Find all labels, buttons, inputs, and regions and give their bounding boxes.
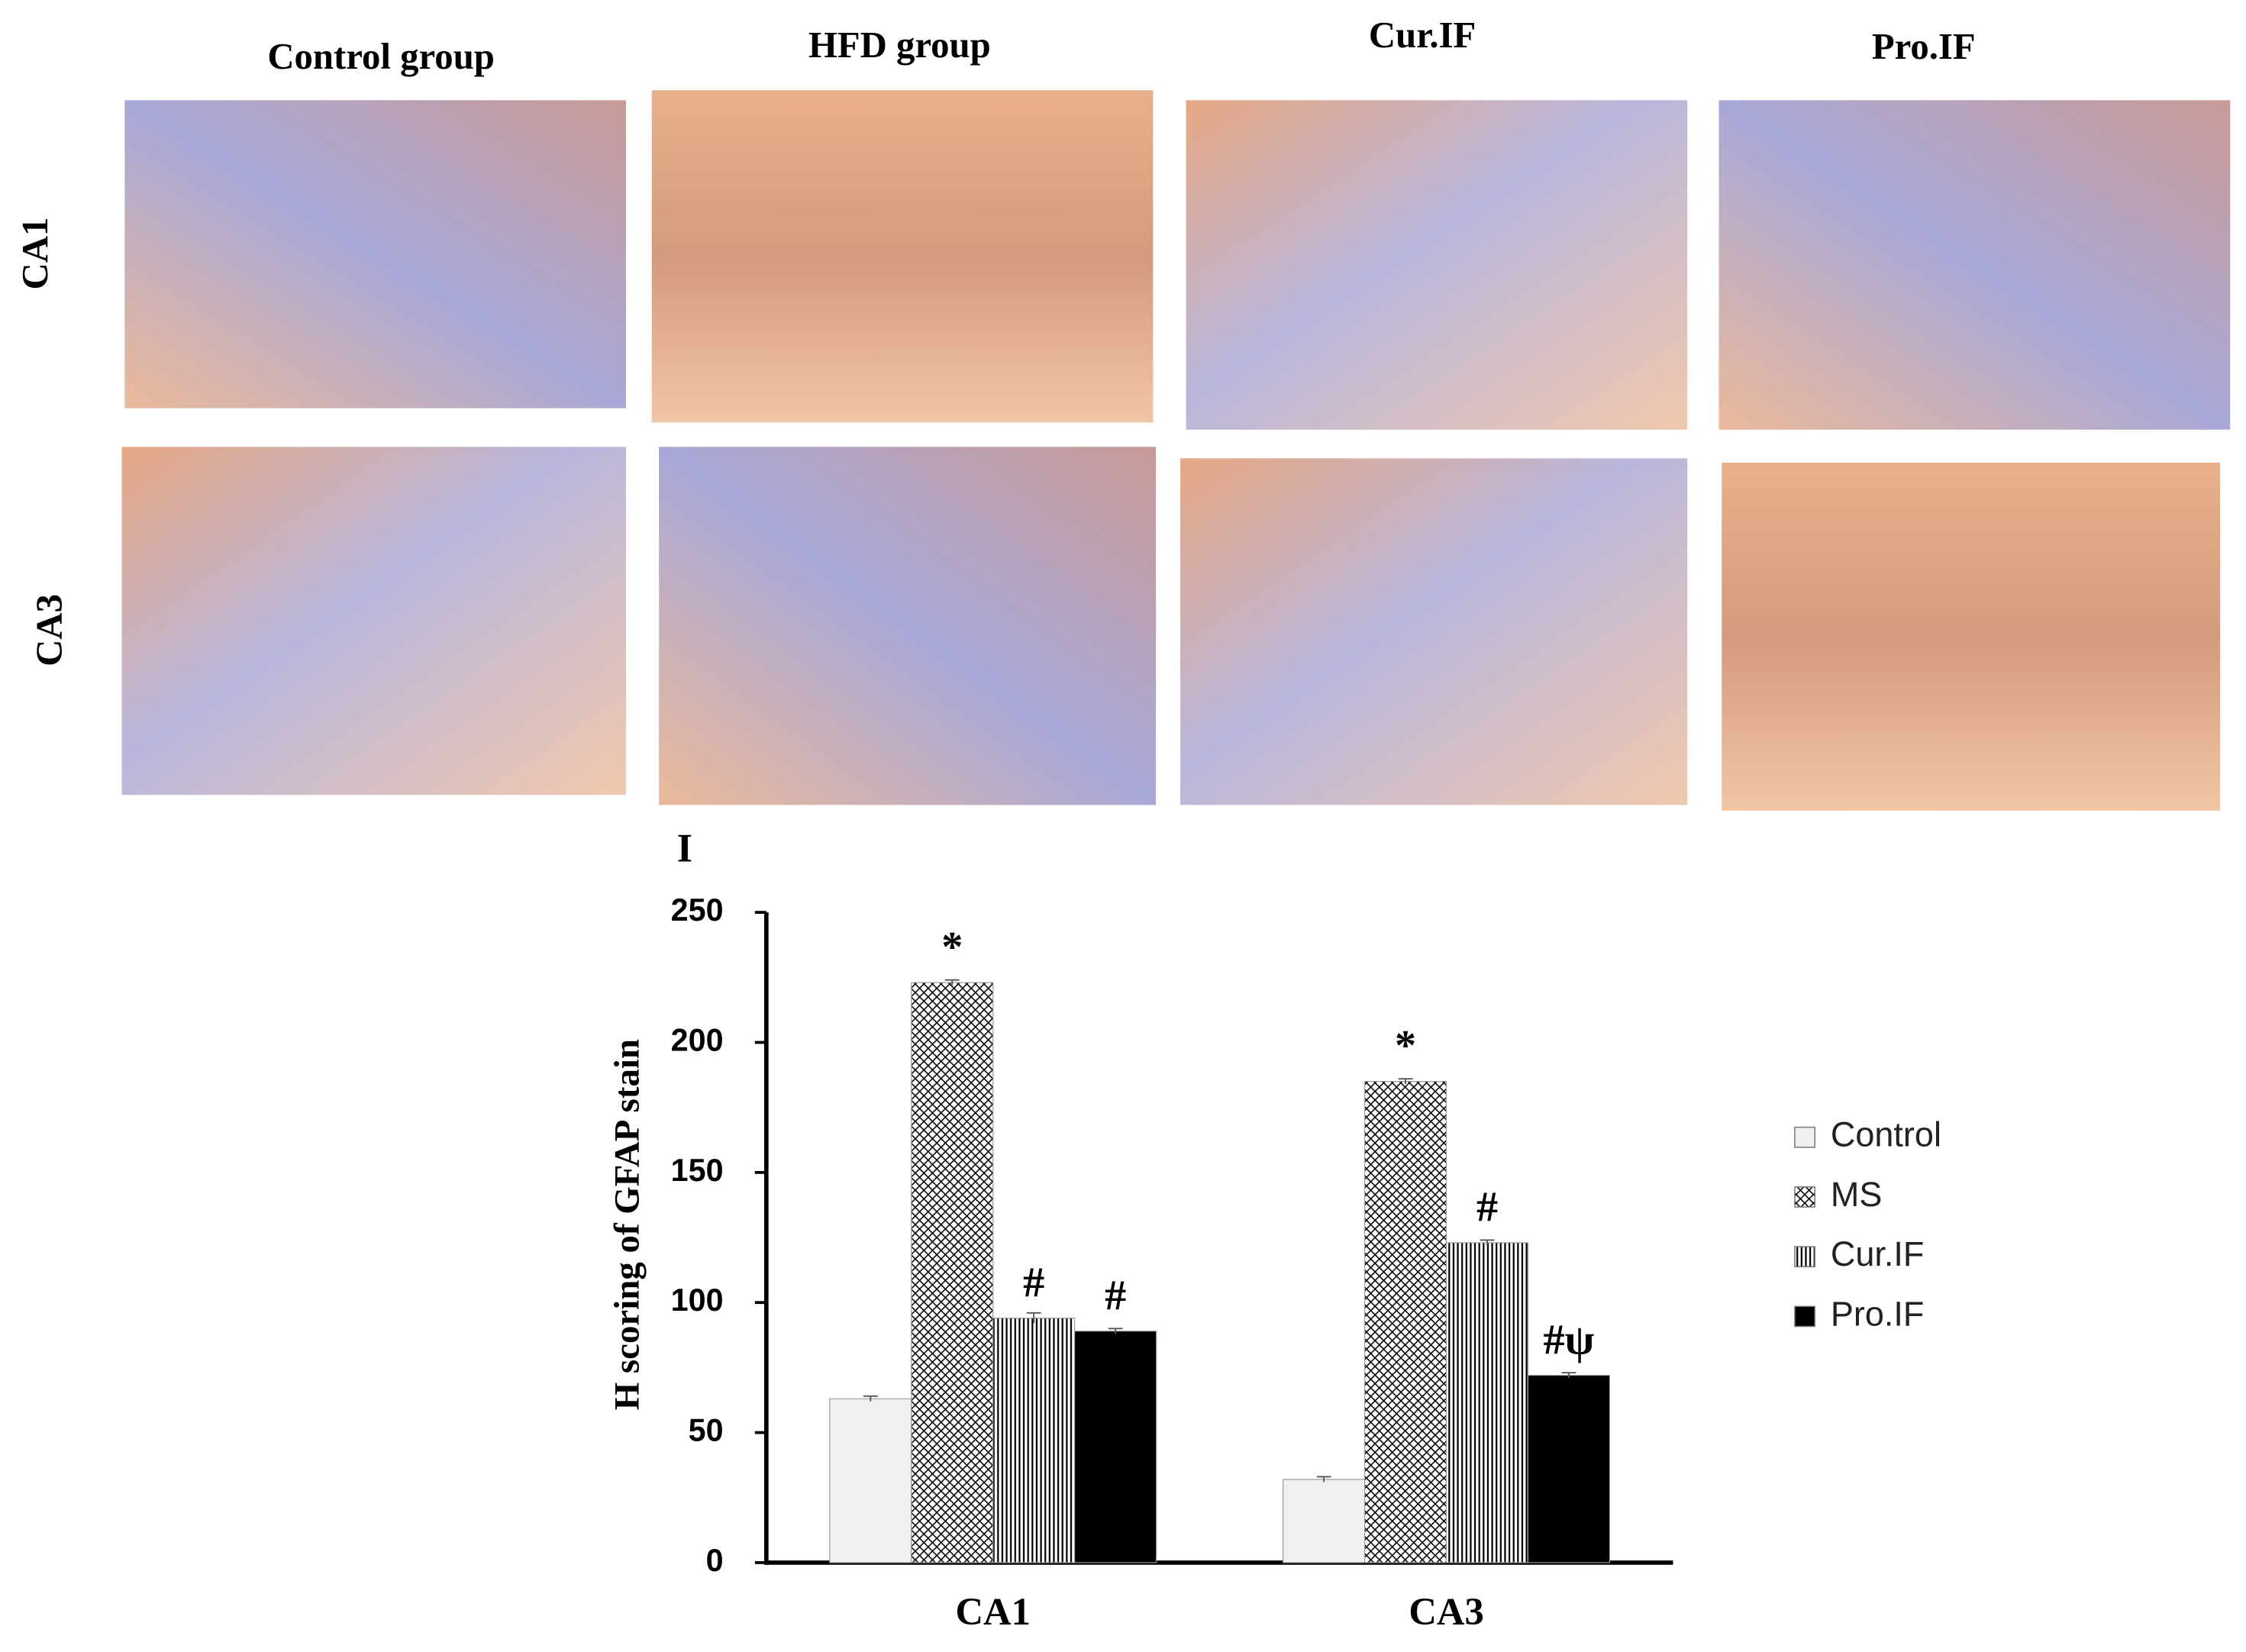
micrograph (124, 100, 626, 408)
legend-swatch (1794, 1186, 1815, 1208)
legend-swatch (1794, 1246, 1815, 1268)
y-tick-label: 50 (689, 1412, 724, 1447)
error-bar (1316, 1476, 1331, 1483)
error-bar (1026, 1312, 1041, 1324)
legend-label: Pro.IF (1831, 1294, 1925, 1333)
row-label: CA1 (15, 218, 56, 290)
significance-label: * (941, 924, 963, 971)
y-tick-label: 0 (706, 1543, 724, 1578)
bar (911, 982, 994, 1563)
column-title: Cur.IF (1369, 15, 1476, 56)
y-tick-label: 150 (671, 1153, 724, 1188)
micrograph (1186, 100, 1688, 430)
significance-label: # (1023, 1259, 1044, 1306)
y-tick-label: 250 (671, 892, 724, 928)
error-bar (944, 979, 960, 986)
row-label: CA3 (29, 594, 70, 666)
legend-swatch (1794, 1126, 1815, 1148)
micrograph (1180, 458, 1688, 805)
error-bar (1398, 1078, 1413, 1085)
bar (1527, 1375, 1610, 1563)
significance-label: # (1105, 1272, 1126, 1319)
bar (1074, 1331, 1157, 1563)
error-bar (1480, 1239, 1495, 1246)
significance-label: #ψ (1544, 1316, 1595, 1363)
y-tick-label: 100 (671, 1283, 724, 1318)
micrograph (1722, 463, 2221, 811)
micrograph (121, 447, 626, 795)
micrograph (651, 90, 1154, 423)
significance-label: # (1476, 1183, 1498, 1231)
significance-label: * (1395, 1022, 1416, 1070)
column-title: Control group (267, 36, 495, 77)
micrograph (1718, 100, 2231, 430)
bar (829, 1398, 912, 1563)
bar (1445, 1242, 1529, 1563)
error-bar (1108, 1328, 1123, 1334)
bar (1283, 1479, 1366, 1563)
micrograph (659, 447, 1157, 805)
column-title: HFD group (808, 24, 991, 66)
x-tick-label: CA1 (956, 1590, 1031, 1633)
panel-letter: I (677, 826, 692, 870)
legend-label: Control (1831, 1115, 1941, 1154)
y-tick-label: 200 (671, 1022, 724, 1057)
error-bar (1561, 1372, 1576, 1379)
legend-label: MS (1831, 1175, 1883, 1214)
y-axis-label: H scoring of GFAP stain (607, 1039, 647, 1410)
x-tick-label: CA3 (1409, 1590, 1483, 1633)
column-title: Pro.IF (1872, 26, 1976, 67)
bar (1364, 1081, 1447, 1563)
legend-label: Cur.IF (1831, 1234, 1925, 1273)
legend-swatch (1794, 1305, 1815, 1328)
error-bar (863, 1395, 878, 1402)
micrographs (121, 90, 2231, 811)
bar (992, 1318, 1076, 1563)
